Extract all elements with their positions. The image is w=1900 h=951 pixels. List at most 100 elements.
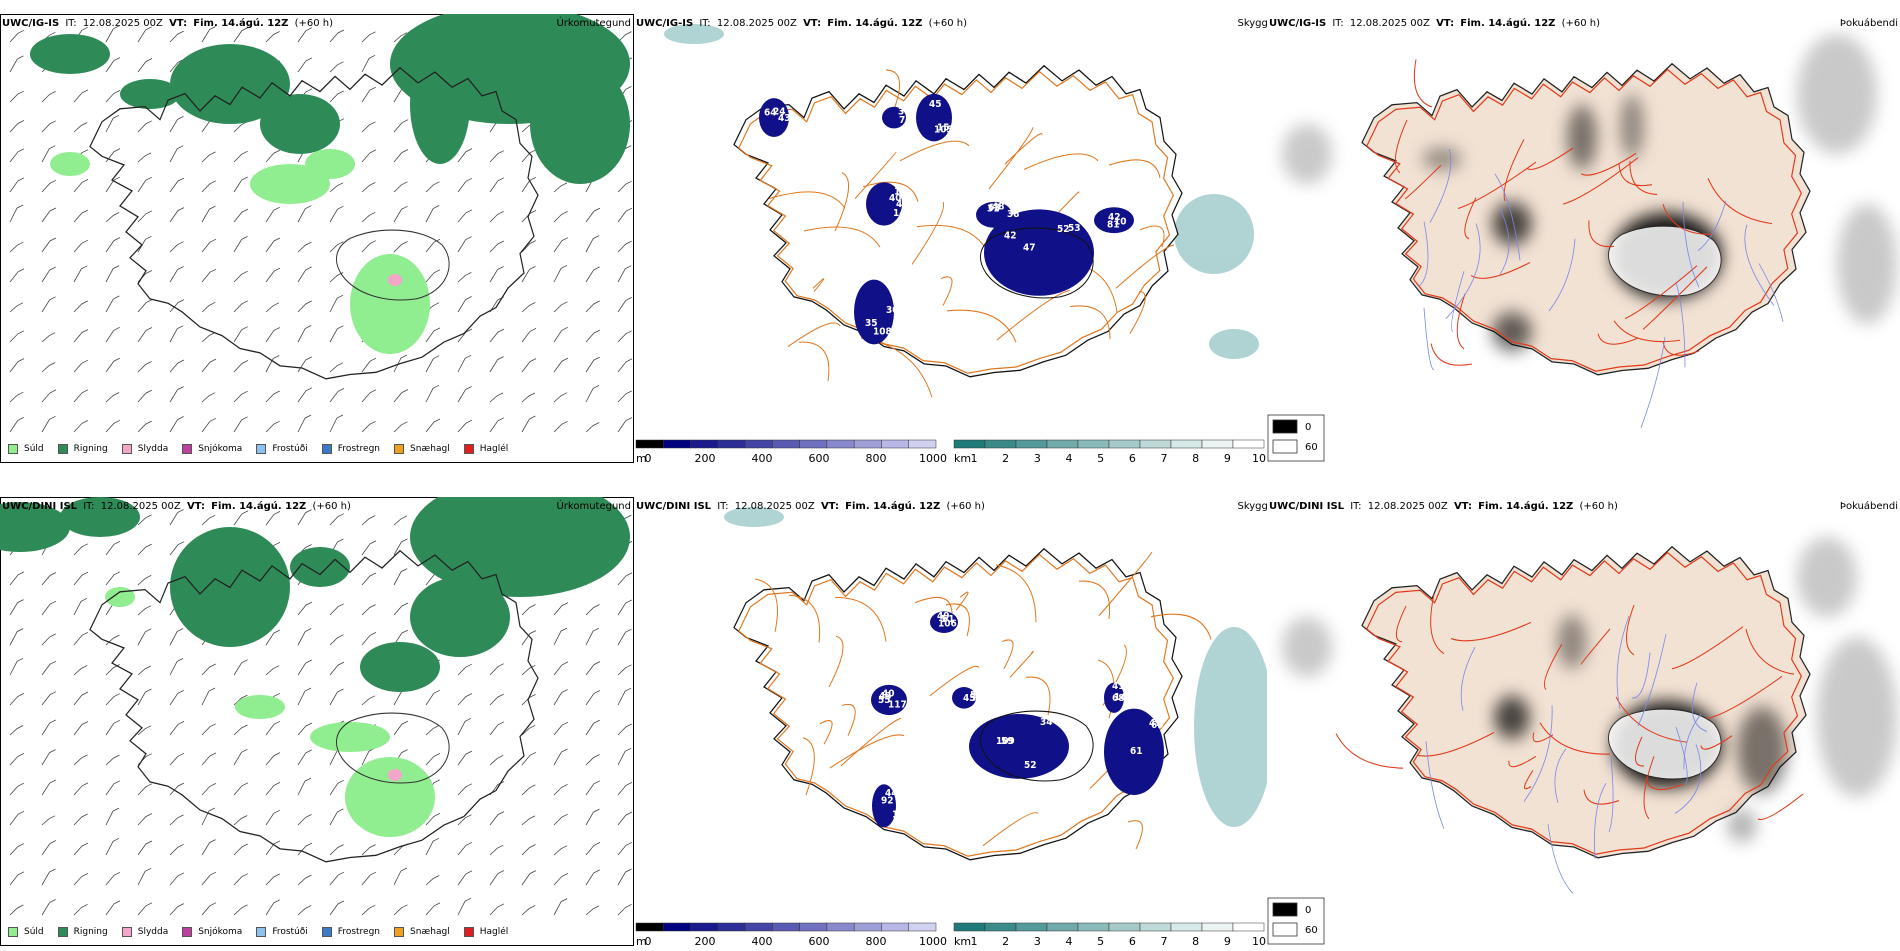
vt-value: Fim. 14.ágú. 12Z xyxy=(827,18,923,29)
wind-barb xyxy=(617,747,632,766)
road xyxy=(1078,580,1111,620)
road xyxy=(1416,732,1495,757)
it-label: IT: xyxy=(65,18,77,29)
wind-barb xyxy=(265,390,280,403)
wind-barb xyxy=(265,665,280,676)
wind-barb xyxy=(361,31,376,43)
wind-barb xyxy=(169,145,184,163)
wind-barb xyxy=(73,665,88,676)
cloud-patch xyxy=(872,784,896,828)
colorbar-cell xyxy=(881,439,909,449)
wind-barb xyxy=(233,659,248,676)
wind-barb xyxy=(425,181,440,193)
wind-barbs xyxy=(9,509,633,916)
wind-barb xyxy=(105,265,120,283)
legend-swatch xyxy=(57,444,68,454)
visibility-patch xyxy=(1174,194,1254,274)
wind-barb xyxy=(137,688,152,706)
wind-barb xyxy=(137,327,153,343)
wind-barb xyxy=(585,356,600,373)
road xyxy=(1023,153,1099,170)
sleet-patch xyxy=(388,274,402,286)
wind-barb xyxy=(137,725,152,736)
vt-label: VT: xyxy=(1453,501,1472,512)
wind-barb xyxy=(393,538,408,556)
wind-barb xyxy=(265,267,281,283)
wind-barb xyxy=(9,725,24,736)
legend-label: Snæhagl xyxy=(410,444,450,454)
rain-patch xyxy=(170,44,290,124)
cloud-base-label: 61 xyxy=(942,614,955,625)
wind-barb xyxy=(201,687,216,706)
colorbar-tick: 2 xyxy=(1002,935,1009,948)
run-header: UWC/DINI ISL IT: 12.08.2025 00Z VT: Fim.… xyxy=(1269,501,1618,512)
vt-label: VT: xyxy=(820,501,839,512)
legend-swatch xyxy=(463,927,474,937)
wind-barb xyxy=(457,897,472,916)
it-label: IT: xyxy=(1332,18,1344,29)
legend-label: Haglél xyxy=(479,444,509,454)
wind-barb xyxy=(265,782,281,796)
wind-barb xyxy=(553,264,568,283)
rain-area xyxy=(30,14,630,184)
visibility-patch xyxy=(724,507,784,527)
wind-barb xyxy=(9,241,24,253)
cloud-base-label: 34 xyxy=(1040,716,1053,727)
wind-barb xyxy=(169,241,184,253)
model-name: UWC/DINI ISL xyxy=(1269,501,1345,512)
road xyxy=(1642,266,1708,330)
wind-barb xyxy=(425,813,441,826)
wind-barb xyxy=(73,329,89,343)
colorbar-cell xyxy=(1139,922,1172,932)
colorbar-cell xyxy=(772,922,800,932)
legend-swatch xyxy=(321,927,332,937)
wind-barb xyxy=(137,575,152,586)
wind-barb xyxy=(297,300,312,313)
wind-barb xyxy=(297,905,312,916)
cloud-base-label: 52 xyxy=(1057,224,1070,235)
wind-barb xyxy=(489,903,504,916)
glacier xyxy=(1607,225,1722,297)
wind-barb xyxy=(617,240,632,253)
wind-barb xyxy=(73,420,89,433)
wind-barb xyxy=(233,815,248,826)
legend-swatch xyxy=(463,444,474,454)
wind-barb xyxy=(425,327,441,343)
cloud-base-label: 35 xyxy=(865,318,878,329)
river xyxy=(1675,281,1686,368)
rain-patch xyxy=(30,34,110,74)
visibility-patch xyxy=(1209,329,1259,359)
panel-title: Skyggni xyxy=(1237,18,1277,29)
road xyxy=(754,578,778,633)
wind-barb xyxy=(41,868,56,886)
run-header: UWC/IG-IS IT: 12.08.2025 00Z VT: Fim. 14… xyxy=(2,18,333,29)
fog-legend-swatch xyxy=(1272,419,1298,434)
wind-barb xyxy=(489,356,504,373)
wind-barb xyxy=(329,779,344,796)
it-label: IT: xyxy=(83,501,95,512)
wind-barb xyxy=(361,149,377,163)
sea-fog xyxy=(1282,537,1897,797)
visibility-patch xyxy=(664,24,724,44)
wind-barb xyxy=(9,843,24,856)
cloud-base-label: 47 xyxy=(1149,718,1162,729)
wind-barb xyxy=(489,663,504,676)
fog-patch xyxy=(1837,204,1897,324)
wind-barb xyxy=(617,628,632,646)
wind-barb xyxy=(9,358,25,373)
wind-barb xyxy=(9,417,24,433)
road xyxy=(1626,604,1635,656)
wind-barb xyxy=(169,116,184,133)
it-value: 12.08.2025 00Z xyxy=(82,18,163,29)
colorbar-tick: 200 xyxy=(695,935,716,948)
wind-barb xyxy=(457,814,472,826)
colorbar-cell xyxy=(635,439,664,449)
wind-barb xyxy=(617,687,632,706)
wind-barb xyxy=(265,420,280,433)
wind-barb xyxy=(393,421,408,433)
wind-barb xyxy=(233,121,248,133)
wind-barb xyxy=(585,661,601,676)
colorbar-cell xyxy=(717,922,746,932)
cloud-patch xyxy=(1104,682,1124,713)
wind-barb xyxy=(425,418,441,433)
